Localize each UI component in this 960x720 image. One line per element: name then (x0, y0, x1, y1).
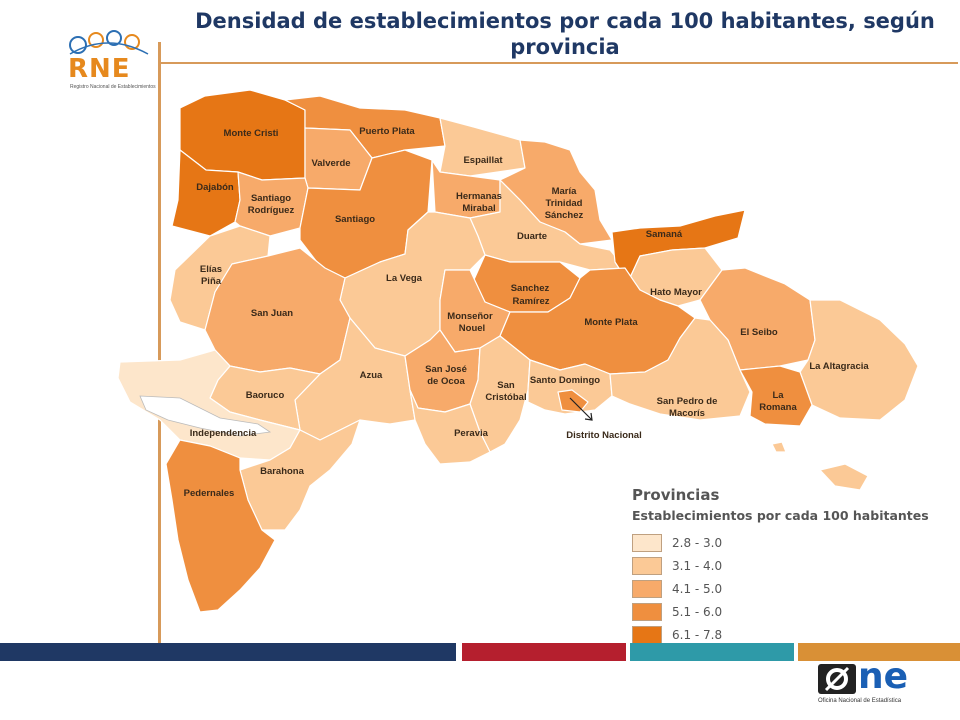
legend-item: 2.8 - 3.0 (632, 531, 952, 554)
label-san-juan: San Juan (251, 308, 293, 319)
label-san-jose-de-ocoa-1: San José (425, 364, 467, 375)
label-pedernales: Pedernales (184, 488, 235, 499)
legend-label: 2.8 - 3.0 (672, 535, 723, 550)
lake-enriquillo (139, 395, 272, 437)
divider-vertical (158, 42, 161, 650)
label-puerto-plata: Puerto Plata (359, 126, 415, 137)
rne-icons-icon (69, 30, 149, 55)
divider-horizontal (158, 62, 958, 64)
label-barahona: Barahona (260, 466, 305, 477)
province-san-cristobal[interactable] (469, 335, 531, 453)
label-santiago: Santiago (335, 214, 375, 225)
label-baoruco: Baoruco (246, 390, 285, 401)
province-peravia[interactable] (409, 389, 491, 465)
legend-swatch (632, 579, 662, 598)
rne-subtitle: Registro Nacional de Establecimientos (70, 84, 156, 90)
label-elias-pina-2: Piña (201, 276, 222, 287)
province-espaillat[interactable] (439, 117, 526, 177)
label-santiago-rodriguez-2: Rodríguez (248, 205, 295, 216)
footer-bar-red (462, 643, 626, 661)
one-o-icon (818, 664, 856, 694)
label-duarte: Duarte (517, 231, 547, 242)
label-monte-cristi: Monte Cristi (224, 128, 279, 139)
legend-label: 5.1 - 6.0 (672, 604, 723, 619)
label-san-cristobal-1: San (497, 380, 515, 391)
label-monsenor-nouel-1: Monseñor (447, 311, 493, 322)
label-la-vega: La Vega (386, 273, 423, 284)
label-hermanas-mirabal-2: Mirabal (462, 203, 495, 214)
label-la-altagracia: La Altagracia (809, 361, 869, 372)
label-dajabon: Dajabón (196, 182, 234, 193)
province-santiago-rodriguez[interactable] (234, 171, 309, 237)
distrito-nacional-arrow-icon (569, 397, 593, 421)
footer-bar-blue (0, 643, 456, 661)
legend-swatch (632, 625, 662, 644)
legend-label: 3.1 - 4.0 (672, 558, 723, 573)
rne-logo: RNE Registro Nacional de Establecimiento… (62, 30, 156, 92)
one-wordmark: ne (858, 656, 909, 697)
province-pedernales[interactable] (165, 439, 276, 613)
rne-wordmark: RNE (68, 54, 131, 84)
page-title: Densidad de establecimientos por cada 10… (195, 9, 935, 59)
island-saona (819, 463, 869, 491)
label-mts-1: María (552, 186, 578, 197)
label-mts-2: Trinidad (546, 198, 583, 209)
footer-bar-teal (630, 643, 794, 661)
one-logo: ne Oficina Nacional de Estadística (818, 656, 918, 714)
legend-item: 4.1 - 5.0 (632, 577, 952, 600)
label-sanchez-ramirez-1: Sanchez (511, 283, 550, 294)
label-la-romana-1: La (772, 390, 784, 401)
province-la-romana[interactable] (739, 365, 813, 427)
label-espaillat: Espaillat (463, 155, 503, 166)
legend-title: Provincias (632, 486, 720, 504)
province-la-altagracia[interactable] (799, 299, 919, 421)
province-santo-domingo[interactable] (527, 359, 613, 415)
label-spm-2: Macorís (669, 408, 705, 419)
label-monte-plata: Monte Plata (584, 317, 638, 328)
label-el-seibo: El Seibo (740, 327, 778, 338)
label-hato-mayor: Hato Mayor (650, 287, 702, 298)
legend-subtitle: Establecimientos por cada 100 habitantes (632, 508, 929, 523)
map-legend: Provincias Establecimientos por cada 100… (632, 486, 952, 646)
label-distrito-nacional: Distrito Nacional (566, 430, 642, 441)
one-caption: Oficina Nacional de Estadística (818, 698, 902, 704)
label-spm-1: San Pedro de (657, 396, 718, 407)
island-catalina (771, 441, 787, 453)
label-santiago-rodriguez-1: Santiago (251, 193, 291, 204)
label-la-romana-2: Romana (759, 402, 797, 413)
label-monsenor-nouel-2: Nouel (459, 323, 485, 334)
label-sanchez-ramirez-2: Ramírez (513, 296, 550, 307)
legend-item: 6.1 - 7.8 (632, 623, 952, 646)
legend-label: 4.1 - 5.0 (672, 581, 723, 596)
label-hermanas-mirabal-1: Hermanas (456, 191, 502, 202)
label-azua: Azua (360, 370, 383, 381)
label-elias-pina-1: Elías (200, 264, 222, 275)
legend-swatch (632, 533, 662, 552)
label-santo-domingo: Santo Domingo (530, 375, 600, 386)
legend-swatch (632, 556, 662, 575)
label-san-cristobal-2: Cristóbal (485, 392, 526, 403)
label-san-jose-de-ocoa-2: de Ocoa (427, 376, 465, 387)
province-puerto-plata[interactable] (284, 95, 446, 159)
legend-label: 6.1 - 7.8 (672, 627, 723, 642)
legend-item: 3.1 - 4.0 (632, 554, 952, 577)
footer-bar-orange (798, 643, 960, 661)
label-valverde: Valverde (311, 158, 350, 169)
legend-swatch (632, 602, 662, 621)
label-independencia: Independencia (190, 428, 257, 439)
label-samana: Samaná (646, 229, 683, 240)
label-peravia: Peravia (454, 428, 489, 439)
label-mts-3: Sánchez (545, 210, 584, 221)
legend-item: 5.1 - 6.0 (632, 600, 952, 623)
